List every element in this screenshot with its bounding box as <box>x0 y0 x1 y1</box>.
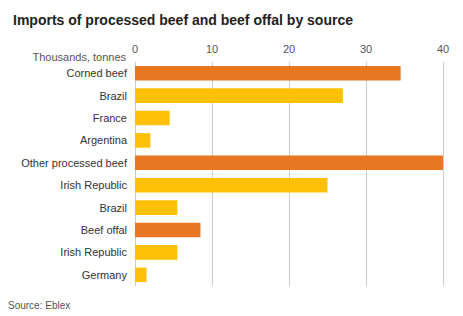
svg-text:0: 0 <box>132 43 138 55</box>
svg-text:40: 40 <box>437 43 449 55</box>
svg-text:Other processed beef: Other processed beef <box>21 157 128 169</box>
svg-text:Germany: Germany <box>82 269 128 281</box>
svg-text:France: France <box>93 112 127 124</box>
svg-text:Source: Eblex: Source: Eblex <box>8 300 70 311</box>
svg-text:Argentina: Argentina <box>80 134 128 146</box>
svg-text:Irish Republic: Irish Republic <box>60 179 127 191</box>
svg-text:30: 30 <box>360 43 372 55</box>
svg-text:10: 10 <box>206 43 218 55</box>
svg-text:Beef offal: Beef offal <box>81 224 127 236</box>
svg-text:Brazil: Brazil <box>99 90 127 102</box>
svg-text:20: 20 <box>283 43 295 55</box>
svg-text:Irish Republic: Irish Republic <box>60 246 127 258</box>
svg-text:Corned beef: Corned beef <box>66 67 127 79</box>
svg-text:Imports of processed beef and: Imports of processed beef and beef offal… <box>13 12 353 28</box>
svg-text:Brazil: Brazil <box>99 202 127 214</box>
svg-text:Thousands, tonnes: Thousands, tonnes <box>32 51 126 63</box>
